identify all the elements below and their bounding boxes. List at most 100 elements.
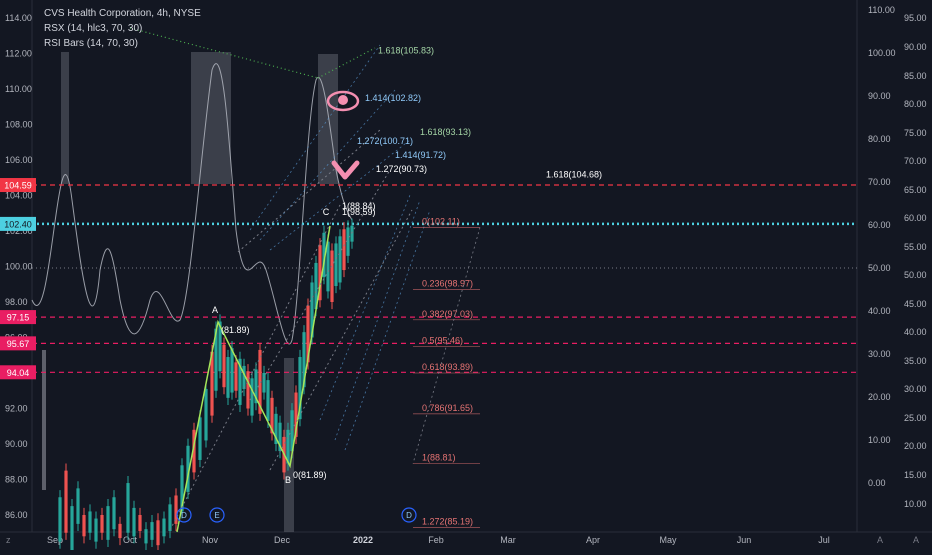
event-marker-letter: D <box>181 511 187 520</box>
fib-extension-label: 1(98.59) <box>342 207 376 217</box>
candle <box>118 516 122 546</box>
rsi-bar <box>42 350 46 490</box>
candle <box>242 358 246 397</box>
time-tick-label: May <box>659 535 677 545</box>
rsx-tick-label: 80.00 <box>868 134 891 144</box>
wave-value-label: 1(88.84) <box>342 201 376 211</box>
candle <box>162 511 166 544</box>
trend-channel-line <box>237 129 381 253</box>
price-tick-label: 106.00 <box>5 155 33 165</box>
candle-body <box>238 358 242 405</box>
candle <box>342 222 346 278</box>
time-tick-label: Nov <box>202 535 219 545</box>
eye-pupil <box>338 95 348 105</box>
rsi-tick-label: 35.00 <box>904 356 927 366</box>
candle <box>186 438 190 500</box>
candle <box>174 488 178 531</box>
price-tick-label: 104.00 <box>5 191 33 201</box>
rsi-tick-label: 65.00 <box>904 185 927 195</box>
candle <box>82 507 86 544</box>
candle-body <box>342 229 346 271</box>
candle <box>198 410 202 468</box>
price-label-tag: 97.15 <box>0 310 36 325</box>
candle-body <box>186 445 190 492</box>
price-label-tag: 95.67 <box>0 336 36 351</box>
candle-body <box>162 518 166 537</box>
candle-body <box>156 520 160 546</box>
price-tick-label: 90.00 <box>5 439 28 449</box>
candle-body <box>302 332 306 388</box>
price-tick-label: 86.00 <box>5 510 28 520</box>
rsx-tick-label: 30.00 <box>868 349 891 359</box>
price-label-tag: 94.04 <box>0 365 36 380</box>
auto-scale-button: A <box>913 535 919 545</box>
rsi-tick-label: 15.00 <box>904 470 927 480</box>
rsi-tick-label: 60.00 <box>904 213 927 223</box>
rsi-tick-label: 20.00 <box>904 441 927 451</box>
fib-extension-label: 1.618(104.68) <box>546 170 602 180</box>
rsi-tick-label: 50.00 <box>904 270 927 280</box>
candle-body <box>70 506 74 551</box>
rsi-tick-label: 75.00 <box>904 128 927 138</box>
price-tick-label: 98.00 <box>5 297 28 307</box>
candle-body <box>168 504 172 531</box>
candle <box>226 349 230 405</box>
candle-body <box>144 529 148 544</box>
candle <box>64 463 68 540</box>
candle-body <box>222 344 226 388</box>
indicator-rsi-bars: RSI Bars (14, 70, 30) <box>44 38 138 49</box>
price-tick-label: 108.00 <box>5 120 33 130</box>
price-label-text: 97.15 <box>7 313 30 323</box>
candle <box>318 238 322 308</box>
price-tick-label: 102.00 <box>5 226 33 236</box>
candle-body <box>192 429 196 473</box>
candle-body <box>350 225 354 242</box>
candle <box>210 344 214 423</box>
candle-body <box>346 227 350 256</box>
candle-body <box>82 515 86 537</box>
candle-body <box>306 305 310 363</box>
candle <box>94 511 98 549</box>
candle <box>106 499 110 547</box>
candle <box>330 243 334 310</box>
time-tick-label: Feb <box>428 535 444 545</box>
fib-extension-label: 1.272(90.73) <box>376 164 427 174</box>
candle <box>70 499 74 555</box>
price-tick-label: 100.00 <box>5 262 33 272</box>
candle <box>168 497 172 539</box>
price-tick-label: 92.00 <box>5 404 28 414</box>
fib-fan-line <box>259 89 396 241</box>
candle-body <box>326 241 330 292</box>
candle-body <box>106 506 110 540</box>
price-label-bg <box>0 310 36 325</box>
event-marker: E <box>209 507 225 523</box>
candle <box>270 390 274 441</box>
time-tick-label: 2022 <box>353 535 373 545</box>
candle <box>112 490 116 537</box>
price-label-text: 104.59 <box>4 181 32 191</box>
rsi-bar <box>61 52 69 184</box>
price-label-bg <box>0 365 36 380</box>
price-label-text: 95.67 <box>7 339 30 349</box>
fib-diagonal <box>412 227 481 464</box>
candle <box>234 355 238 398</box>
fib-extension-label: 1.414(102.82) <box>365 93 421 103</box>
event-marker-ring <box>209 507 225 523</box>
rsi-tick-label: 40.00 <box>904 327 927 337</box>
trend-channel-line <box>269 209 413 471</box>
fib-retracement-label: 1(88.81) <box>422 453 456 463</box>
rsi-tick-label: 95.00 <box>904 13 927 23</box>
price-label-tag: 104.59 <box>0 178 36 193</box>
rsx-tick-label: 40.00 <box>868 306 891 316</box>
time-tick-label: Mar <box>500 535 516 545</box>
candle <box>204 381 208 448</box>
candle-body <box>250 378 254 416</box>
rsi-tick-label: 90.00 <box>904 42 927 52</box>
event-marker-letter: D <box>406 511 412 520</box>
price-tick-label: 114.00 <box>5 13 32 23</box>
rsi-tick-label: 85.00 <box>904 71 927 81</box>
rsx-tick-label: 50.00 <box>868 263 891 273</box>
candle-body <box>234 362 238 391</box>
